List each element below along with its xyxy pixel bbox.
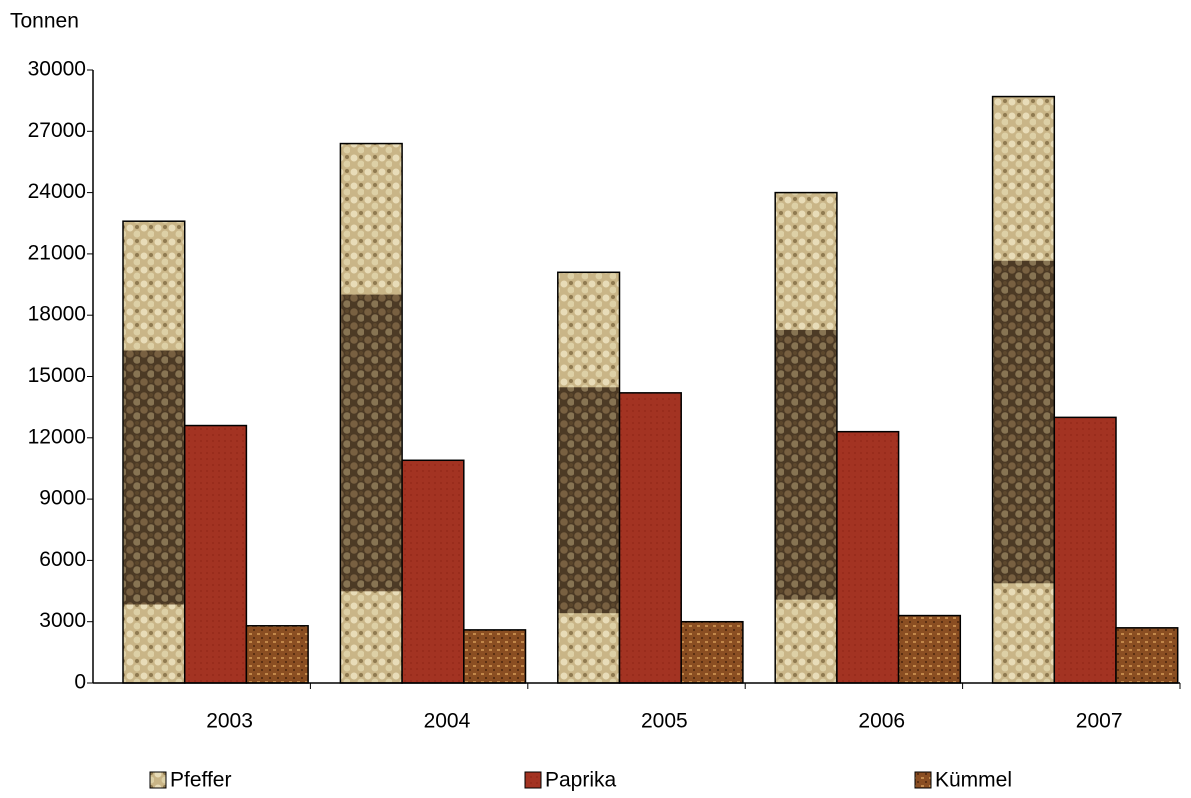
bar-group xyxy=(463,629,527,684)
y-tick-label: 9000 xyxy=(39,487,86,510)
bar-group xyxy=(991,95,1056,684)
bar-texture xyxy=(123,350,184,605)
x-tick-label: 2007 xyxy=(1076,710,1123,733)
legend-swatch xyxy=(914,771,932,789)
bar-group xyxy=(245,625,309,684)
bar-texture xyxy=(775,329,837,600)
legend-label: Paprika xyxy=(545,769,617,792)
x-tick-label: 2006 xyxy=(858,710,905,733)
legend-swatch xyxy=(149,771,167,789)
bar xyxy=(401,459,465,684)
bar xyxy=(1115,627,1179,684)
bar-group xyxy=(557,271,621,684)
bar xyxy=(463,629,527,684)
bar-texture xyxy=(558,387,619,614)
bar-group xyxy=(618,392,682,684)
bar xyxy=(680,620,744,684)
legend-label: Pfeffer xyxy=(170,769,231,792)
legend-label: Kümmel xyxy=(935,769,1012,792)
bar-group xyxy=(774,191,838,684)
bar xyxy=(618,392,682,684)
y-tick-label: 24000 xyxy=(28,180,86,203)
bar-group xyxy=(1115,627,1179,684)
bar xyxy=(897,614,962,684)
bar-group xyxy=(339,142,403,684)
y-tick-label: 21000 xyxy=(28,241,86,264)
bar-group xyxy=(680,620,744,684)
bar-texture xyxy=(993,260,1054,584)
legend-swatch xyxy=(524,771,542,789)
bar-group xyxy=(122,220,186,684)
y-tick-label: 6000 xyxy=(39,548,86,571)
x-tick-label: 2004 xyxy=(424,710,471,733)
y-tick-label: 18000 xyxy=(28,303,86,326)
x-tick-label: 2005 xyxy=(641,710,688,733)
bar xyxy=(245,625,309,684)
bar-group xyxy=(897,614,962,684)
y-tick-label: 12000 xyxy=(28,425,86,448)
y-tick-label: 3000 xyxy=(39,609,86,632)
y-tick-label: 30000 xyxy=(28,58,86,81)
bar-group xyxy=(1053,416,1117,684)
bar-texture xyxy=(341,294,402,592)
bar-group xyxy=(401,459,465,684)
bar xyxy=(183,424,248,684)
x-tick-label: 2003 xyxy=(206,710,253,733)
bar xyxy=(836,430,900,684)
y-tick-label: 15000 xyxy=(28,364,86,387)
bar xyxy=(1053,416,1117,684)
y-tick-label: 0 xyxy=(74,671,86,694)
y-axis-label: Tonnen xyxy=(10,10,79,33)
bar-group xyxy=(183,424,248,684)
y-tick-label: 27000 xyxy=(28,119,86,142)
bar-group xyxy=(836,430,900,684)
